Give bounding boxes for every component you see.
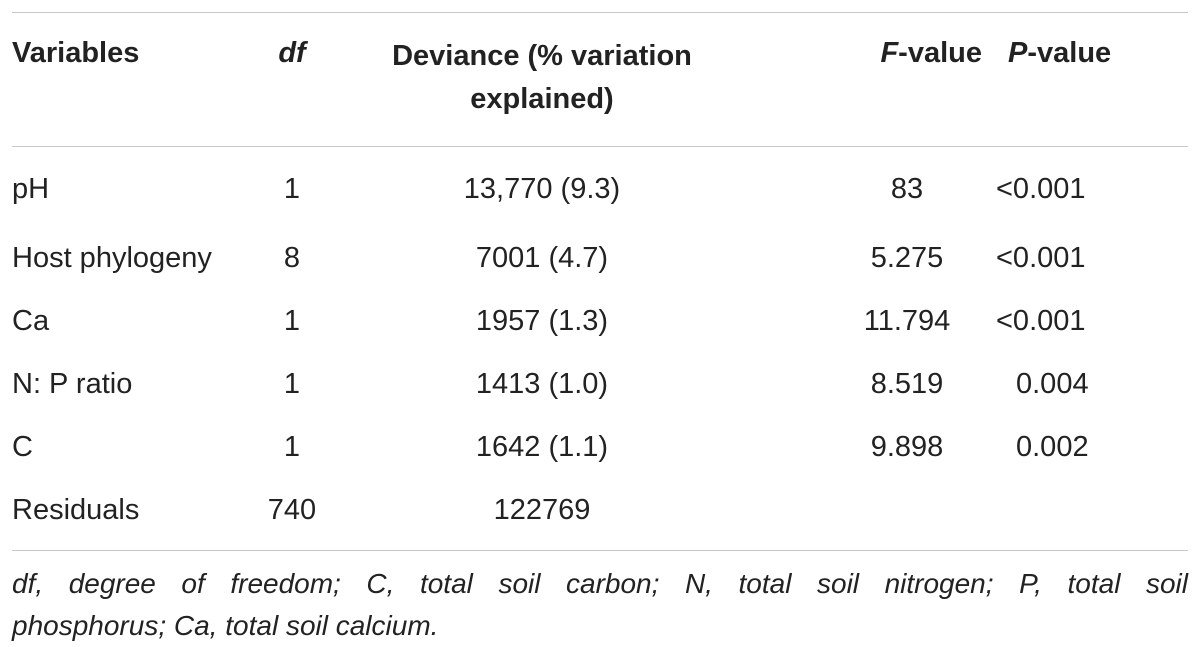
deviance-table: Variables df Deviance (% variation expla… <box>12 13 1188 550</box>
header-p-value: P-value <box>982 13 1188 146</box>
table-row: pH 1 13,770 (9.3) 83 <0.001 <box>12 147 1188 231</box>
cell-variable: C <box>12 431 33 463</box>
header-df-text: df <box>278 37 306 69</box>
header-p-italic: P <box>1008 37 1028 69</box>
cell-df: 1 <box>283 431 301 463</box>
cell-variable: Ca <box>12 305 50 337</box>
table-body: pH 1 13,770 (9.3) 83 <0.001 Host phyloge… <box>12 146 1188 550</box>
cell-deviance: 13,770 (9.3) <box>463 173 621 205</box>
header-f-italic: F <box>880 37 899 69</box>
top-rule <box>12 12 1188 13</box>
header-rule <box>12 146 1188 147</box>
cell-deviance: 1642 (1.1) <box>475 431 609 463</box>
cell-deviance: 1957 (1.3) <box>475 305 609 337</box>
bottom-rule <box>12 550 1188 551</box>
cell-deviance: 7001 (4.7) <box>475 242 609 274</box>
cell-variable: N: P ratio <box>12 368 133 400</box>
cell-variable: Residuals <box>12 494 140 526</box>
cell-p-value: <0.001 <box>996 173 1086 205</box>
table-row: N: P ratio 1 1413 (1.0) 8.519 0.004 <box>12 357 1188 420</box>
header-deviance: Deviance (% variation explained) <box>392 40 692 115</box>
cell-deviance: 1413 (1.0) <box>475 368 609 400</box>
cell-f-value: 11.794 <box>863 305 951 337</box>
footnote-line-2: phosphorus; Ca, total soil calcium. <box>12 610 439 641</box>
cell-df: 740 <box>267 494 317 526</box>
cell-p-value: <0.001 <box>996 242 1086 274</box>
footnote-line-1: df, degree of freedom; C, total soil car… <box>12 568 1188 599</box>
table-header: Variables df Deviance (% variation expla… <box>12 13 1188 146</box>
cell-df: 1 <box>283 173 301 205</box>
cell-f-value: 8.519 <box>870 368 944 400</box>
cell-p-value <box>982 483 1188 550</box>
table-footnote: df, degree of freedom; C, total soil car… <box>12 551 1188 647</box>
cell-p-value: <0.001 <box>996 305 1086 337</box>
cell-f-value <box>752 483 982 550</box>
header-row: Variables df Deviance (% variation expla… <box>12 13 1188 146</box>
table-row: Host phylogeny 8 7001 (4.7) 5.275 <0.001 <box>12 231 1188 294</box>
table-row: Residuals 740 122769 <box>12 483 1188 550</box>
cell-p-value: 0.002 <box>1016 431 1089 463</box>
statistics-table-container: Variables df Deviance (% variation expla… <box>12 12 1188 647</box>
cell-f-value: 83 <box>890 173 924 205</box>
cell-df: 1 <box>283 368 301 400</box>
cell-f-value: 9.898 <box>870 431 944 463</box>
cell-variable: pH <box>12 173 50 205</box>
cell-df: 8 <box>283 242 301 274</box>
cell-df: 1 <box>283 305 301 337</box>
cell-p-value: 0.004 <box>1016 368 1089 400</box>
header-variables: Variables <box>12 37 140 69</box>
cell-f-value: 5.275 <box>870 242 944 274</box>
header-f-value: F-value <box>752 13 982 146</box>
table-row: C 1 1642 (1.1) 9.898 0.002 <box>12 420 1188 483</box>
header-p-rest: -value <box>1027 37 1112 69</box>
cell-deviance: 122769 <box>493 494 591 526</box>
table-row: Ca 1 1957 (1.3) 11.794 <0.001 <box>12 294 1188 357</box>
cell-variable: Host phylogeny <box>12 242 212 274</box>
header-f-rest: -value <box>898 37 982 69</box>
header-df: df <box>252 13 332 146</box>
